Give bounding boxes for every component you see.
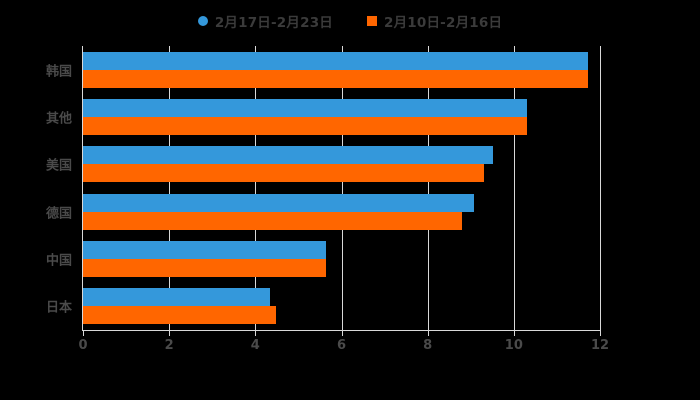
plot-area: 0 2 4 6 8 10 12 — [78, 46, 609, 353]
legend-dot-icon — [197, 16, 208, 26]
x-axis-tick — [341, 330, 343, 336]
x-axis-tick-label: 10 — [504, 338, 523, 353]
x-axis-tick-label: 4 — [250, 338, 260, 353]
x-axis-tick — [83, 330, 84, 336]
legend-item-0[interactable]: 2月17日-2月23日 — [197, 11, 333, 31]
gridline — [513, 46, 515, 330]
y-axis-label-1: 其他 — [45, 111, 72, 127]
gridline — [600, 46, 601, 330]
bar-0-1[interactable] — [83, 69, 588, 88]
gridline — [169, 46, 171, 330]
x-axis-tick-label: 0 — [78, 338, 88, 353]
x-axis-tick-label: 6 — [336, 338, 347, 353]
gridline — [255, 46, 257, 330]
gridline — [341, 46, 343, 330]
bar-5-1[interactable] — [83, 306, 276, 325]
legend-label: 2月10日-2月16日 — [384, 15, 503, 31]
y-axis-line — [82, 46, 83, 330]
gridline — [427, 46, 429, 330]
x-axis-tick — [169, 330, 171, 336]
bar-1-1[interactable] — [83, 117, 527, 135]
chart-legend: 2月17日-2月23日 2月10日-2月16日 — [0, 8, 700, 34]
x-axis-tick — [513, 330, 515, 336]
legend-square-icon — [367, 16, 377, 26]
bar-0-0[interactable] — [83, 51, 589, 70]
bar-5-0[interactable] — [83, 288, 270, 307]
x-axis-tick-label: 12 — [590, 338, 610, 353]
bar-2-0[interactable] — [83, 146, 494, 165]
y-axis-label-4: 中国 — [45, 253, 72, 269]
y-axis-label-2: 美国 — [45, 158, 72, 174]
bar-1-0[interactable] — [83, 99, 527, 117]
y-axis-label-0: 韩国 — [45, 64, 72, 80]
legend-label: 2月17日-2月23日 — [214, 15, 333, 31]
x-axis-tick — [255, 330, 257, 336]
x-axis-tick — [427, 330, 429, 336]
bar-3-0[interactable] — [83, 193, 474, 212]
x-axis-tick — [600, 330, 601, 336]
bar-4-1[interactable] — [83, 259, 326, 277]
bar-4-0[interactable] — [83, 241, 326, 259]
legend-item-1[interactable]: 2月10日-2月16日 — [367, 11, 502, 31]
x-axis-tick-label: 8 — [423, 338, 433, 353]
bar-3-1[interactable] — [83, 211, 463, 230]
x-axis-tick-label: 2 — [164, 338, 174, 353]
y-axis-category-labels: 韩国其他美国德国中国日本 — [0, 46, 83, 330]
y-axis-label-3: 德国 — [45, 206, 72, 222]
y-axis-label-5: 日本 — [45, 300, 72, 316]
bar-2-1[interactable] — [83, 164, 484, 183]
